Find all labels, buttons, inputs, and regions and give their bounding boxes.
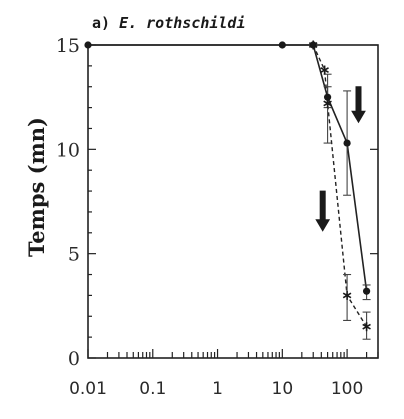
axis-tick-labels: 0 5 10 15 0.01 0.1 1 10 100 [56,35,364,399]
x-tick-label: 10 [272,379,294,399]
data-point-star [362,322,371,332]
down-arrow-icon [351,86,366,124]
x-tick-label: 0.1 [139,379,166,399]
data-point-star [308,40,318,50]
y-axis-label: Temps (mn) [24,117,49,257]
plot-frame [87,44,379,359]
data-point-circle [323,93,332,101]
star-stroke [320,67,329,73]
data-point-star [320,65,329,75]
data-markers [84,40,371,332]
data-point-star [323,98,332,108]
chart-title: a) E. rothschildi [92,14,246,32]
x-tick-label: 1 [212,379,223,399]
axis-ticks [87,44,379,359]
y-tick-label: 10 [56,139,80,161]
series-dashed-line [312,44,368,328]
y-tick-label: 0 [68,348,80,370]
down-arrow-icon [315,190,331,232]
data-point-circle [84,41,92,49]
x-tick-label: 100 [331,379,363,399]
chart-title-prefix: a) [92,14,110,32]
series-lines [88,44,368,328]
y-tick-label: 15 [56,35,80,57]
data-point-circle [362,287,371,295]
annotation-arrows [315,86,366,232]
star-stroke [323,100,332,107]
data-point-circle [343,139,351,147]
series-solid-line [88,44,368,292]
star-stroke [362,323,371,330]
star-stroke [308,42,318,48]
y-tick-label: 5 [68,244,80,266]
chart-title-taxon: E. rothschildi [119,14,245,32]
data-point-star [342,290,352,300]
data-point-circle [278,41,286,49]
x-tick-label: 0.01 [69,379,107,399]
star-stroke [342,292,352,299]
